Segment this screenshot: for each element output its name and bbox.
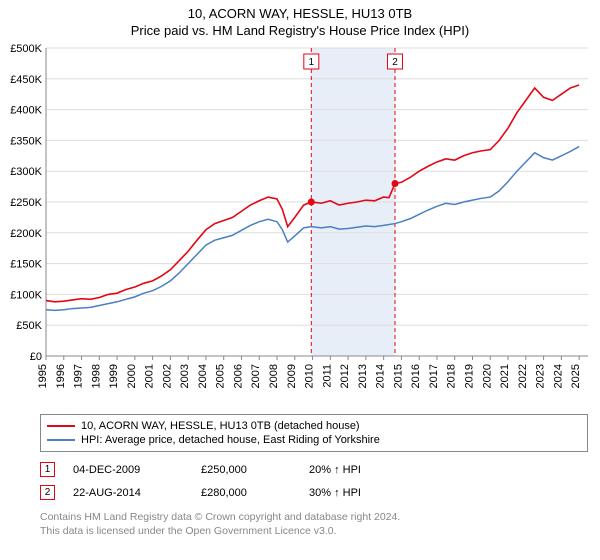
attribution-line2: This data is licensed under the Open Gov… <box>40 524 588 538</box>
svg-text:£200K: £200K <box>10 228 42 240</box>
sales-row: 2 22-AUG-2014 £280,000 30% ↑ HPI <box>40 481 588 504</box>
svg-text:2012: 2012 <box>339 364 351 388</box>
svg-text:2022: 2022 <box>517 364 529 388</box>
sale-date: 04-DEC-2009 <box>73 464 183 476</box>
svg-text:£350K: £350K <box>10 135 42 147</box>
legend-label: 10, ACORN WAY, HESSLE, HU13 0TB (detache… <box>81 420 360 432</box>
legend-row: 10, ACORN WAY, HESSLE, HU13 0TB (detache… <box>47 419 581 433</box>
sales-table: 1 04-DEC-2009 £250,000 20% ↑ HPI 2 22-AUG-201… <box>40 458 588 504</box>
legend-label: HPI: Average price, detached house, East… <box>81 434 380 446</box>
attribution-line1: Contains HM Land Registry data © Crown c… <box>40 510 588 524</box>
svg-text:£500K: £500K <box>10 43 42 55</box>
svg-text:£0: £0 <box>30 351 42 363</box>
title-address: 10, ACORN WAY, HESSLE, HU13 0TB <box>0 6 600 21</box>
svg-text:1995: 1995 <box>37 364 49 388</box>
svg-text:2000: 2000 <box>126 364 138 388</box>
svg-text:2013: 2013 <box>357 364 369 388</box>
svg-text:2002: 2002 <box>161 364 173 388</box>
svg-text:2016: 2016 <box>410 364 422 388</box>
svg-text:2006: 2006 <box>232 364 244 388</box>
svg-text:£50K: £50K <box>16 320 42 332</box>
svg-text:£100K: £100K <box>10 289 42 301</box>
svg-text:2008: 2008 <box>268 364 280 388</box>
svg-text:2017: 2017 <box>428 364 440 388</box>
svg-text:2011: 2011 <box>321 364 333 388</box>
svg-text:2: 2 <box>392 57 398 68</box>
svg-text:2003: 2003 <box>179 364 191 388</box>
sales-row: 1 04-DEC-2009 £250,000 20% ↑ HPI <box>40 458 588 481</box>
chart-titles: 10, ACORN WAY, HESSLE, HU13 0TB Price pa… <box>0 0 600 38</box>
svg-text:2007: 2007 <box>250 364 262 388</box>
svg-text:2018: 2018 <box>446 364 458 388</box>
sale-marker-icon: 2 <box>40 485 55 500</box>
chart-area: £0 £50K £100K £150K £200K £250K £300K £350K £400… <box>0 38 600 408</box>
svg-text:£450K: £450K <box>10 74 42 86</box>
svg-text:2023: 2023 <box>535 364 547 388</box>
svg-text:2004: 2004 <box>197 364 209 388</box>
sale-date: 22-AUG-2014 <box>73 487 183 499</box>
svg-text:£300K: £300K <box>10 166 42 178</box>
svg-text:2005: 2005 <box>215 364 227 388</box>
svg-text:2015: 2015 <box>392 364 404 388</box>
legend-row: HPI: Average price, detached house, East… <box>47 433 581 447</box>
svg-text:1: 1 <box>309 57 315 68</box>
sale-price: £280,000 <box>201 487 291 499</box>
attribution: Contains HM Land Registry data © Crown c… <box>40 510 588 538</box>
title-subtitle: Price paid vs. HM Land Registry's House … <box>0 23 600 38</box>
svg-text:2024: 2024 <box>552 364 564 388</box>
svg-text:1999: 1999 <box>108 364 120 388</box>
svg-text:2021: 2021 <box>499 364 511 388</box>
svg-text:2010: 2010 <box>304 364 316 388</box>
sale-price: £250,000 <box>201 464 291 476</box>
sale-hpi-delta: 30% ↑ HPI <box>309 487 419 499</box>
svg-text:2014: 2014 <box>375 364 387 388</box>
svg-text:2020: 2020 <box>481 364 493 388</box>
svg-text:1997: 1997 <box>73 364 85 388</box>
svg-text:1998: 1998 <box>90 364 102 388</box>
svg-text:2001: 2001 <box>144 364 156 388</box>
svg-text:2019: 2019 <box>463 364 475 388</box>
sale-marker-icon: 1 <box>40 462 55 477</box>
legend-swatch <box>47 425 75 427</box>
legend: 10, ACORN WAY, HESSLE, HU13 0TB (detache… <box>40 414 588 452</box>
svg-text:2009: 2009 <box>286 364 298 388</box>
svg-text:£150K: £150K <box>10 259 42 271</box>
svg-text:1996: 1996 <box>55 364 67 388</box>
svg-text:2025: 2025 <box>570 364 582 388</box>
sale-hpi-delta: 20% ↑ HPI <box>309 464 419 476</box>
legend-swatch <box>47 439 75 441</box>
svg-text:£400K: £400K <box>10 105 42 117</box>
svg-text:£250K: £250K <box>10 197 42 209</box>
line-chart-svg: £0 £50K £100K £150K £200K £250K £300K £350K £400… <box>0 38 600 408</box>
